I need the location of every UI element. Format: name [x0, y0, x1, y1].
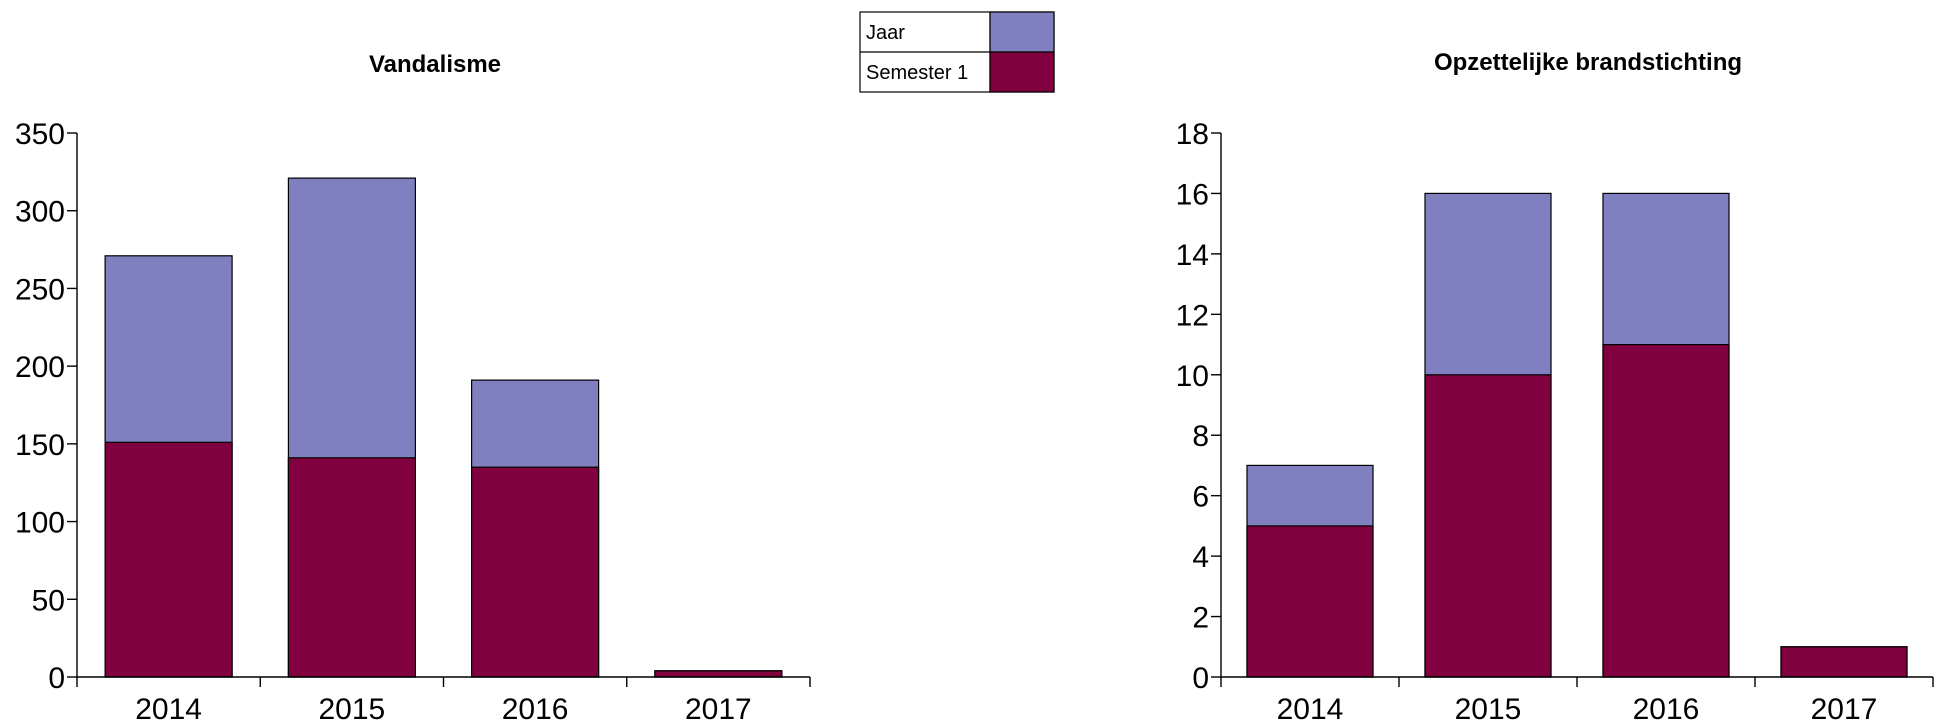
- x-tick-label: 2016: [1633, 693, 1700, 722]
- chart-vandalisme: Vandalisme 0 50 100 150 200 250 300 350 2014 2015…: [15, 51, 811, 722]
- y-tick-label: 14: [1176, 239, 1209, 272]
- bar-semester-1-2017: [654, 670, 783, 678]
- x-tick-label: 2017: [1811, 693, 1878, 722]
- bar-semester-1-2014: [104, 441, 233, 678]
- x-tick-label: 2016: [502, 693, 569, 722]
- y-tick-label: 16: [1176, 178, 1209, 211]
- y-tick-label: 8: [1192, 420, 1209, 453]
- legend-swatch-semester-1: [989, 51, 1055, 93]
- y-tick-label: 300: [15, 196, 65, 229]
- x-tick-label: 2017: [685, 693, 752, 722]
- x-tick-label: 2014: [1277, 693, 1344, 722]
- legend-swatch-jaar: [989, 11, 1055, 53]
- legend: Jaar Semester 1: [859, 11, 1055, 93]
- bar-semester-1-2014: [1246, 525, 1374, 678]
- y-tick-label: 200: [15, 351, 65, 384]
- chart-opzettelijke-brandstichting: Opzettelijke brandstichting 0 2 4 6 8 10 12 14 1…: [1176, 49, 1934, 722]
- y-tick-label: 150: [15, 429, 65, 462]
- y-tick-label: 250: [15, 273, 65, 306]
- bar-semester-1-2015: [1424, 374, 1552, 678]
- bar-semester-1-2015: [287, 457, 416, 678]
- bar-semester-1-2016: [1602, 344, 1730, 678]
- x-tick-label: 2015: [1455, 693, 1522, 722]
- y-tick-label: 350: [15, 118, 65, 151]
- x-tick-label: 2015: [319, 693, 386, 722]
- x-tick-label: 2014: [135, 693, 202, 722]
- bar-semester-1-2017: [1780, 646, 1908, 678]
- y-tick-label: 18: [1176, 118, 1209, 151]
- legend-label-jaar: Jaar: [866, 22, 905, 44]
- y-tick-label: 2: [1192, 602, 1209, 635]
- y-tick-label: 10: [1176, 360, 1209, 393]
- y-tick-label: 0: [1192, 662, 1209, 695]
- chart-title: Opzettelijke brandstichting: [1434, 49, 1742, 76]
- legend-label-semester-1: Semester 1: [866, 62, 968, 84]
- bar-semester-1-2016: [471, 466, 600, 678]
- y-tick-label: 6: [1192, 481, 1209, 514]
- y-tick-label: 4: [1192, 541, 1209, 574]
- y-tick-label: 0: [48, 662, 65, 695]
- y-tick-label: 50: [32, 584, 65, 617]
- y-tick-label: 12: [1176, 299, 1209, 332]
- chart-title: Vandalisme: [369, 51, 501, 78]
- y-tick-label: 100: [15, 507, 65, 540]
